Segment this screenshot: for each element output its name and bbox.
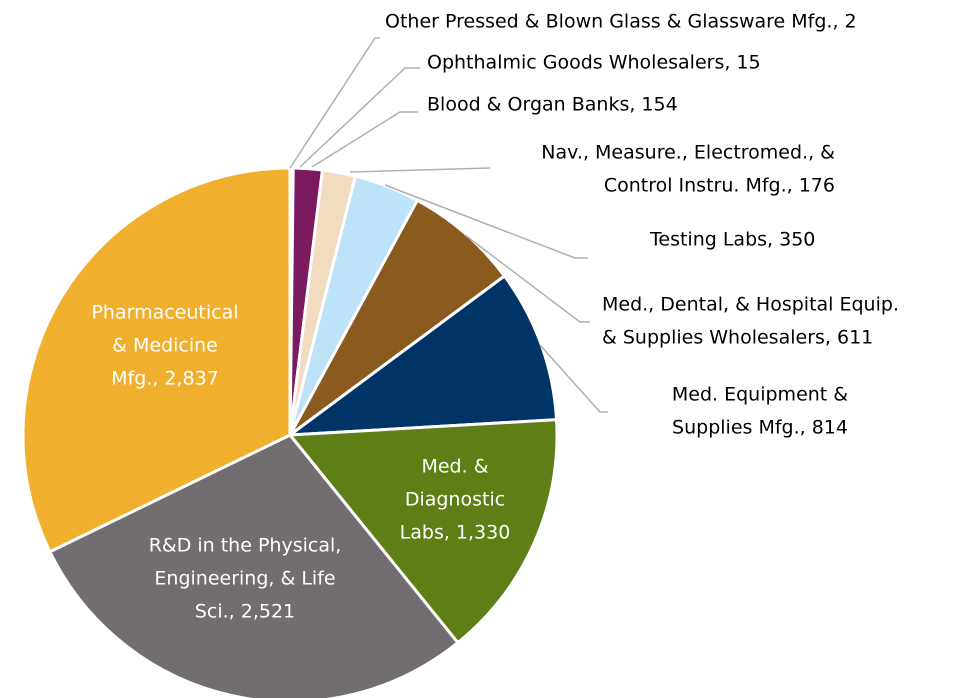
data-label: & Supplies Wholesalers, 611 — [602, 327, 873, 349]
data-label: Med., Dental, & Hospital Equip. — [602, 294, 899, 316]
data-label: Supplies Mfg., 814 — [672, 417, 848, 439]
leader-line — [299, 67, 420, 168]
data-label: Ophthalmic Goods Wholesalers, 15 — [427, 52, 761, 74]
data-label: Diagnostic — [405, 489, 505, 511]
data-label: Other Pressed & Blown Glass & Glassware … — [385, 11, 857, 33]
data-label: & Medicine — [112, 335, 218, 357]
pie-slice — [286, 418, 559, 645]
pie-slice — [288, 198, 507, 437]
leader-line — [289, 37, 380, 169]
data-label: Nav., Measure., Electromed., & — [541, 142, 835, 164]
data-label: Pharmaceutical — [91, 302, 238, 324]
data-label: Mfg., 2,837 — [111, 368, 219, 390]
leader-line — [349, 167, 491, 173]
leader-line — [464, 234, 590, 323]
data-label: Engineering, & Life — [154, 568, 335, 590]
data-label: R&D in the Physical, — [149, 535, 342, 557]
data-label: Med. & — [421, 456, 488, 478]
data-label: Testing Labs, 350 — [649, 229, 815, 251]
pie-slice — [47, 433, 460, 698]
leader-line — [384, 184, 588, 259]
data-label: Med. Equipment & — [672, 384, 848, 406]
data-label: Control Instru. Mfg., 176 — [604, 175, 835, 197]
leader-line — [311, 111, 418, 168]
data-label: Sci., 2,521 — [195, 601, 295, 623]
pie-slice — [285, 273, 559, 437]
data-label: Labs, 1,330 — [400, 522, 511, 544]
data-label: Blood & Organ Banks, 154 — [427, 94, 678, 116]
leader-line — [539, 344, 608, 413]
pie-slice — [21, 166, 292, 554]
